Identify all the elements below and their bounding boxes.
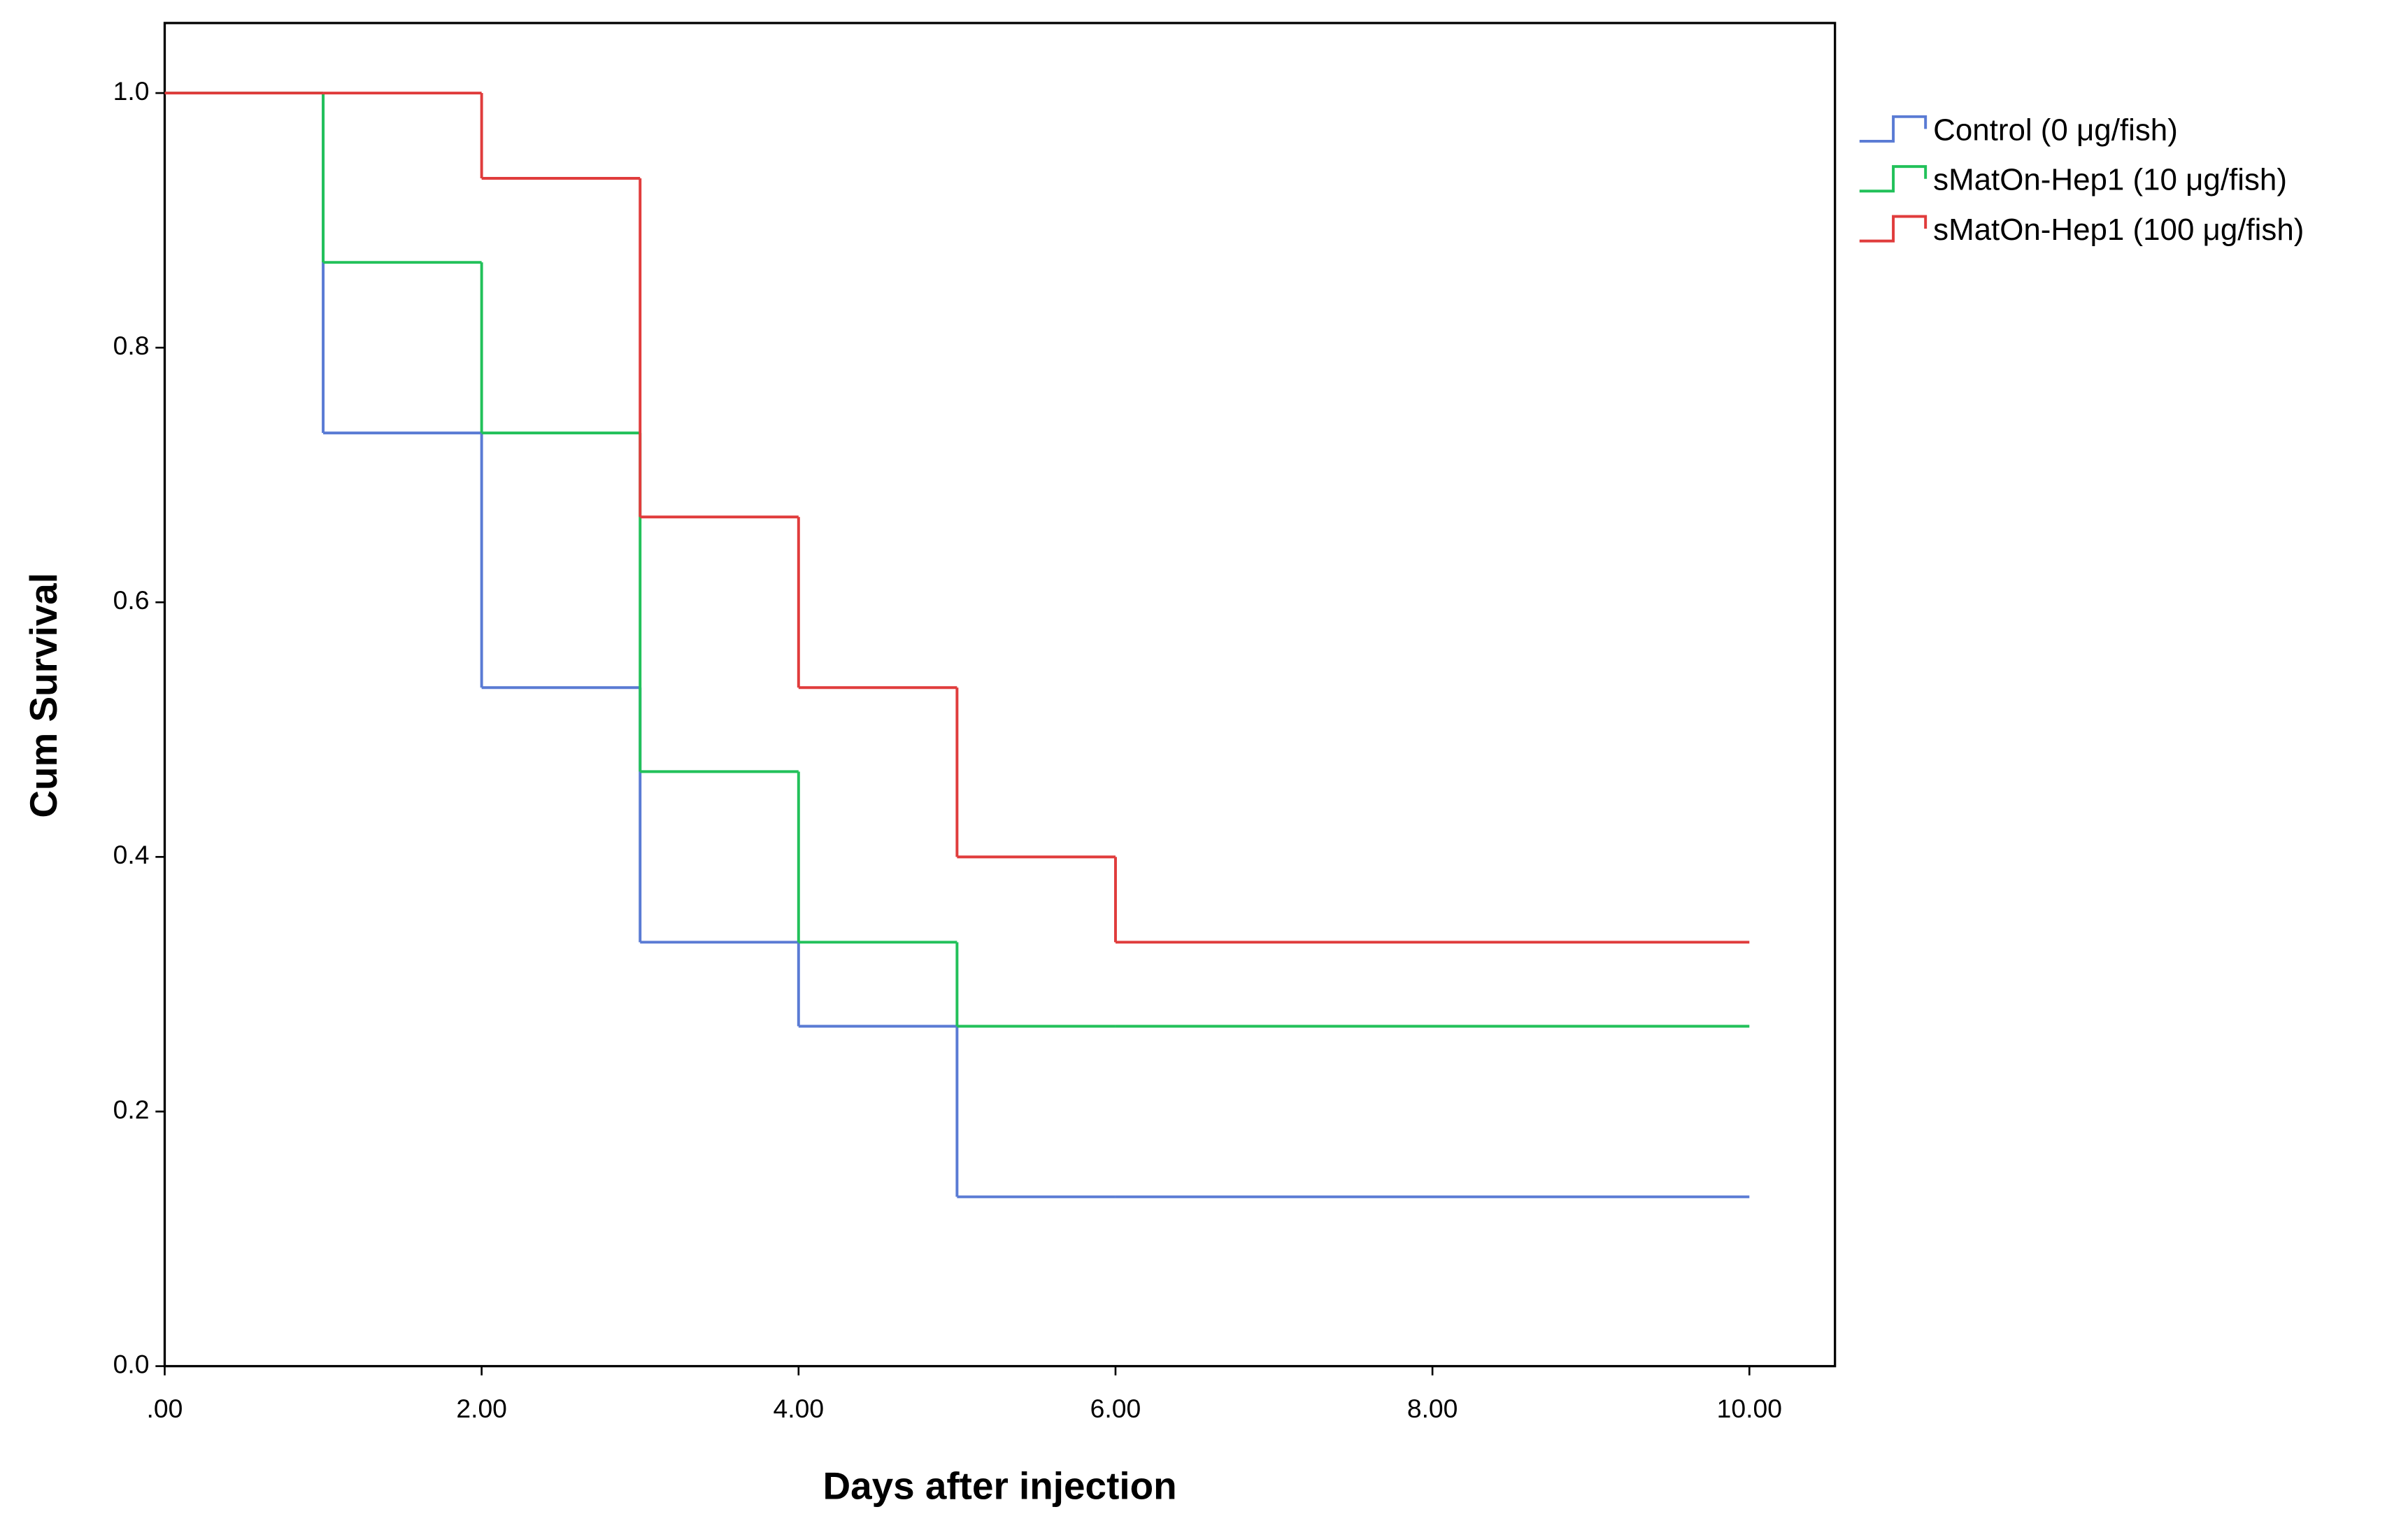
y-tick-label: 0.4 <box>113 840 150 869</box>
x-tick-label: .00 <box>147 1394 183 1423</box>
legend-label: sMatOn-Hep1 (100 μg/fish) <box>1933 213 2304 247</box>
y-axis-title: Cum Survival <box>22 573 65 818</box>
y-tick-label: 0.8 <box>113 331 150 360</box>
x-axis-title: Days after injection <box>823 1464 1177 1508</box>
x-tick-label: 4.00 <box>774 1394 825 1423</box>
legend-label: sMatOn-Hep1 (10 μg/fish) <box>1933 163 2287 197</box>
x-tick-label: 2.00 <box>456 1394 507 1423</box>
legend-symbol <box>1859 165 1928 193</box>
y-tick-label: 0.2 <box>113 1094 150 1124</box>
x-tick-label: 10.00 <box>1717 1394 1782 1423</box>
y-tick-label: 0.0 <box>113 1349 150 1378</box>
y-tick-label: 0.6 <box>113 585 150 615</box>
legend-symbol <box>1859 115 1928 143</box>
x-tick-label: 6.00 <box>1090 1394 1141 1423</box>
legend-label: Control (0 μg/fish) <box>1933 113 2178 147</box>
legend-symbol <box>1859 215 1928 243</box>
x-tick-label: 8.00 <box>1407 1394 1458 1423</box>
y-tick-label: 1.0 <box>113 76 150 106</box>
plot-frame <box>163 22 1837 1368</box>
